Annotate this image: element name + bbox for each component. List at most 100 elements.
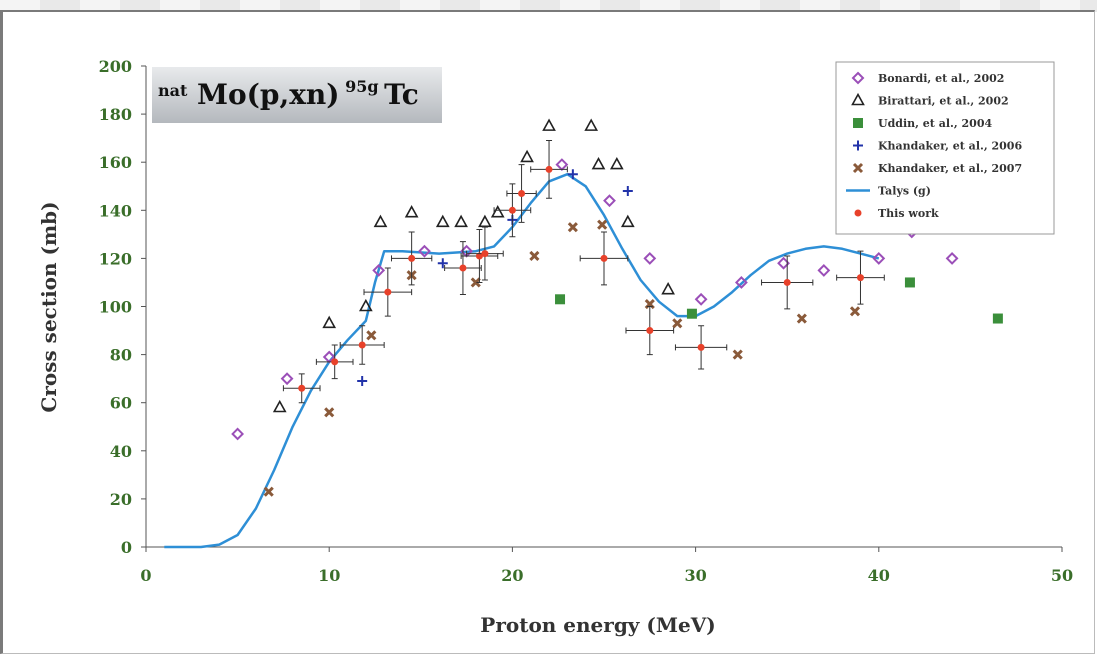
- data-point-khandaker-et-al-2007: [732, 349, 743, 360]
- y-tick-label: 120: [99, 249, 132, 268]
- data-point-birattari-et-al-2002: [620, 214, 635, 228]
- data-point-khandaker-et-al-2007: [324, 407, 335, 418]
- chart-markers: [231, 118, 1003, 497]
- x-tick-label: 20: [501, 566, 523, 585]
- data-point-this-work: [856, 274, 864, 282]
- y-tick-label: 180: [99, 105, 132, 124]
- y-tick-label: 80: [110, 346, 132, 365]
- x-tick-label: 50: [1051, 566, 1073, 585]
- y-axis-title: Cross section (mb): [37, 201, 61, 412]
- data-point-this-work: [600, 254, 608, 262]
- y-tick-label: 140: [99, 201, 132, 220]
- data-point-birattari-et-al-2002: [542, 118, 556, 131]
- data-point-birattari-et-al-2002: [454, 214, 468, 228]
- legend-marker-birattari-et-al-2002: [851, 92, 865, 106]
- data-point-bonardi-et-al-2002: [231, 427, 245, 441]
- data-point-this-work: [358, 341, 366, 349]
- legend-label-this-work: This work: [878, 207, 939, 220]
- legend-box: [835, 61, 1055, 235]
- data-point-bonardi-et-al-2002: [945, 251, 959, 265]
- title-background: [152, 67, 442, 123]
- data-point-bonardi-et-al-2002: [643, 251, 657, 265]
- data-point-uddin-et-al-2004: [992, 313, 1003, 324]
- legend-marker-bonardi-et-al-2002: [851, 71, 865, 85]
- legend-marker-khandaker-et-al-2007: [852, 162, 864, 174]
- legend-marker-this-work: [854, 209, 862, 217]
- data-point-bonardi-et-al-2002: [872, 251, 886, 265]
- chart-title: nat Mo(p,xn) 95g Tc: [158, 77, 419, 111]
- data-point-khandaker-et-al-2006: [357, 376, 368, 387]
- data-point-birattari-et-al-2002: [435, 214, 450, 228]
- title-superscript: 95g: [345, 77, 378, 96]
- y-tick-label: 20: [110, 490, 132, 509]
- legend-marker-khandaker-et-al-2006: [853, 140, 863, 151]
- data-point-khandaker-et-al-2006: [622, 186, 633, 197]
- data-point-khandaker-et-al-2007: [567, 222, 578, 233]
- data-point-this-work: [545, 165, 553, 173]
- data-point-birattari-et-al-2002: [272, 399, 287, 413]
- data-point-khandaker-et-al-2006: [567, 169, 578, 180]
- data-point-bonardi-et-al-2002: [603, 194, 616, 208]
- data-point-bonardi-et-al-2002: [694, 292, 708, 306]
- data-point-birattari-et-al-2002: [478, 214, 492, 228]
- data-point-birattari-et-al-2002: [584, 118, 599, 131]
- data-point-uddin-et-al-2004: [904, 277, 915, 288]
- chart-axes: 0 20 40 60 80 100 120 140 160 180 200 0 10 20 30 40 50: [99, 57, 1074, 585]
- data-point-birattari-et-al-2002: [322, 315, 337, 329]
- y-tick-label: 40: [110, 442, 132, 461]
- data-point-khandaker-et-al-2007: [849, 306, 861, 317]
- legend-label-birattari-et-al-2002: Birattari, et al., 2002: [878, 95, 1009, 108]
- legend-label-bonardi-et-al-2002: Bonardi, et al., 2002: [878, 72, 1004, 85]
- data-point-bonardi-et-al-2002: [817, 264, 831, 277]
- data-point-birattari-et-al-2002: [609, 156, 624, 170]
- series-talys-line: [164, 172, 880, 549]
- data-point-birattari-et-al-2002: [520, 149, 534, 163]
- data-point-birattari-et-al-2002: [661, 282, 675, 295]
- data-point-this-work: [408, 254, 416, 262]
- data-point-this-work: [384, 288, 392, 296]
- title-main-text: Mo(p,xn): [197, 78, 340, 111]
- x-tick-label: 30: [684, 566, 706, 585]
- y-tick-label: 60: [110, 394, 132, 413]
- data-point-this-work: [783, 278, 791, 286]
- x-tick-label: 40: [868, 566, 890, 585]
- data-point-this-work: [508, 206, 516, 214]
- data-point-khandaker-et-al-2007: [672, 318, 683, 329]
- y-tick-label: 100: [99, 298, 132, 317]
- data-point-birattari-et-al-2002: [373, 214, 388, 228]
- x-tick-label: 0: [140, 566, 151, 585]
- data-point-khandaker-et-al-2007: [366, 330, 377, 341]
- legend-label-uddin-et-al-2004: Uddin, et al., 2004: [878, 117, 992, 130]
- x-axis-title: Proton energy (MeV): [480, 613, 715, 637]
- y-tick-label: 160: [99, 153, 132, 172]
- title-suffix: Tc: [384, 78, 419, 111]
- background-strip: [0, 0, 1097, 12]
- data-point-khandaker-et-al-2007: [796, 313, 807, 324]
- data-point-khandaker-et-al-2007: [597, 219, 608, 230]
- data-point-khandaker-et-al-2006: [437, 258, 448, 269]
- data-point-birattari-et-al-2002: [404, 205, 419, 218]
- data-point-uddin-et-al-2004: [686, 308, 697, 319]
- data-point-bonardi-et-al-2002: [372, 264, 386, 277]
- legend-label-khandaker-et-al-2006: Khandaker, et al., 2006: [878, 140, 1022, 153]
- data-point-this-work: [459, 264, 467, 272]
- data-point-bonardi-et-al-2002: [280, 372, 294, 386]
- data-point-birattari-et-al-2002: [490, 205, 505, 218]
- data-point-birattari-et-al-2002: [591, 156, 606, 170]
- data-point-bonardi-et-al-2002: [555, 158, 569, 172]
- data-point-bonardi-et-al-2002: [418, 244, 431, 258]
- legend-label-khandaker-et-al-2007: Khandaker, et al., 2007: [878, 162, 1022, 175]
- data-point-khandaker-et-al-2007: [263, 486, 274, 497]
- data-point-this-work: [475, 252, 483, 260]
- chart-title-box: nat Mo(p,xn) 95g Tc: [152, 67, 442, 123]
- data-point-this-work: [518, 189, 526, 197]
- title-prefix: nat: [158, 81, 188, 100]
- y-tick-label: 200: [99, 57, 132, 76]
- data-point-khandaker-et-al-2007: [470, 277, 481, 288]
- legend-marker-uddin-et-al-2004: [853, 118, 863, 128]
- data-point-khandaker-et-al-2007: [529, 250, 540, 262]
- data-point-this-work: [646, 327, 654, 335]
- legend-label-talys-g: Talys (g): [878, 185, 931, 198]
- y-tick-label: 0: [121, 538, 132, 557]
